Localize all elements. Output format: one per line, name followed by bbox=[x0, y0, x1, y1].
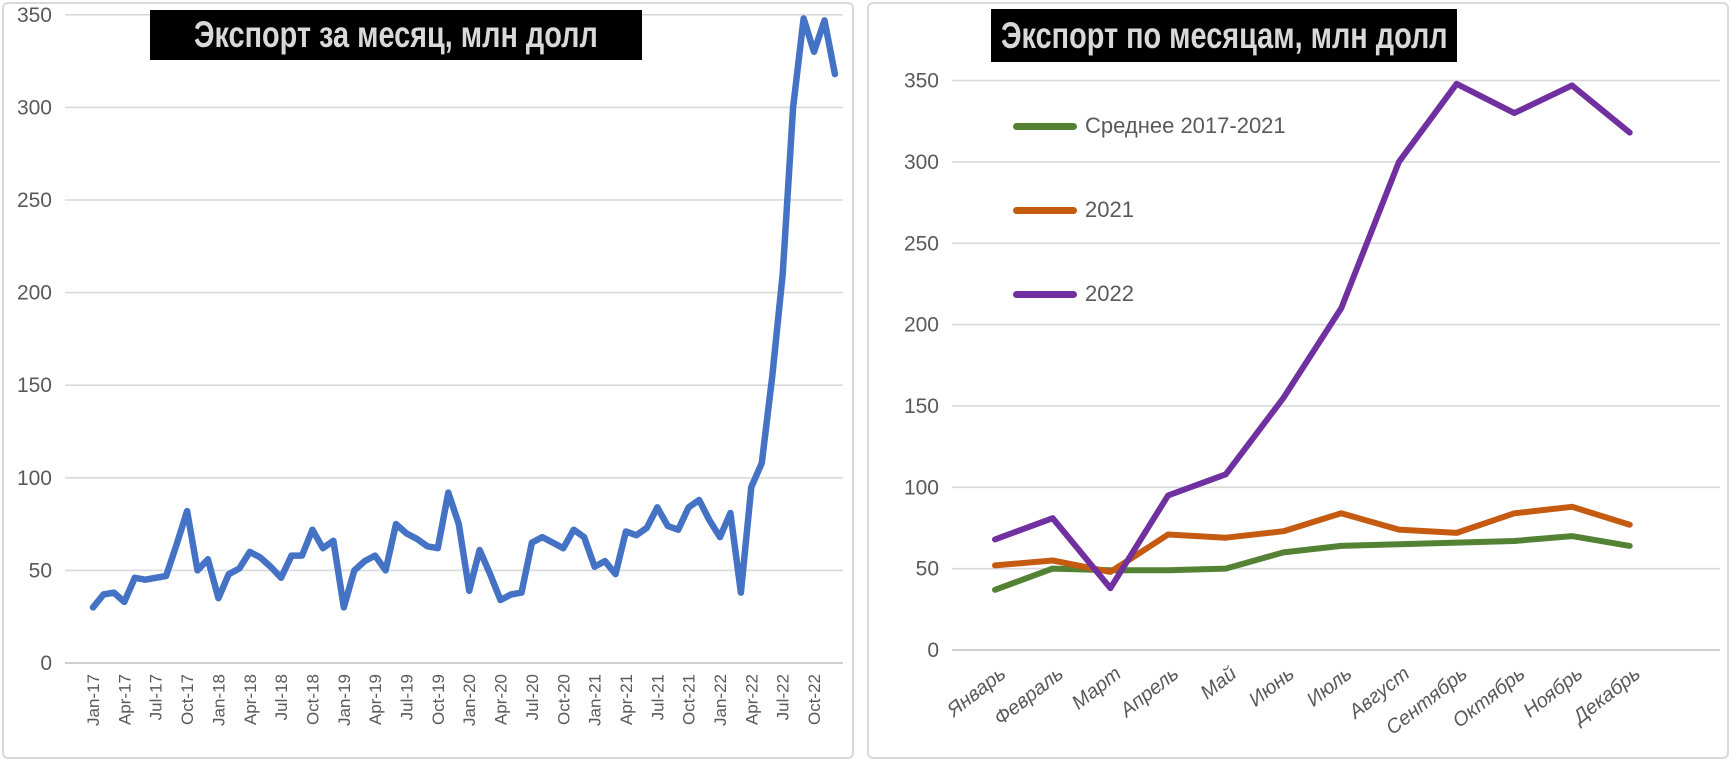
x-axis-label: Oct-22 bbox=[805, 674, 824, 725]
right-chart-title-text: Экспорт по месяцам, млн долл bbox=[1000, 14, 1448, 56]
x-axis-label: Jul-18 bbox=[272, 674, 291, 720]
y-axis-label-50: 50 bbox=[916, 558, 939, 581]
x-axis-label: Jan-17 bbox=[84, 674, 103, 726]
x-axis-label: Apr-20 bbox=[492, 674, 511, 725]
y-axis-label-100: 100 bbox=[904, 476, 939, 499]
right-chart-panel: 0 50 100 150 200 250 300 350 Январь Февраль Март Ап… bbox=[867, 2, 1729, 759]
y-axis-label-300: 300 bbox=[904, 151, 939, 174]
left-chart-panel: 0 50 100 150 200 250 300 350 Jan-17 Apr-17 Jul-17 O… bbox=[2, 2, 854, 759]
y-axis-label-200: 200 bbox=[904, 314, 939, 337]
x-axis-label: Jul-22 bbox=[774, 674, 793, 720]
x-axis-label: Jan-18 bbox=[209, 674, 228, 726]
x-axis-label: Oct-18 bbox=[303, 674, 322, 725]
legend-swatch-2021 bbox=[1013, 206, 1077, 214]
x-axis-label: Oct-21 bbox=[680, 674, 699, 725]
x-axis-label: Oct-19 bbox=[429, 674, 448, 725]
y-axis-label-350: 350 bbox=[904, 70, 939, 93]
y-axis-label-50: 50 bbox=[29, 559, 52, 582]
x-axis-label: Jan-19 bbox=[335, 674, 354, 726]
left-chart-title-text: Экспорт за месяц, млн долл bbox=[194, 14, 598, 55]
x-axis-label: Июнь bbox=[1245, 663, 1299, 712]
x-axis-label: Jul-20 bbox=[523, 674, 542, 720]
legend-item-2022: 2022 bbox=[1013, 280, 1286, 308]
series-line-blue bbox=[89, 15, 839, 611]
right-chart-legend: Среднее 2017-2021 2021 2022 bbox=[1013, 112, 1286, 364]
left-chart-title: Экспорт за месяц, млн долл bbox=[150, 10, 642, 60]
y-axis-label-150: 150 bbox=[17, 374, 52, 397]
x-axis-label: Oct-20 bbox=[554, 674, 573, 725]
legend-label-average: Среднее 2017-2021 bbox=[1085, 113, 1286, 138]
x-axis-label: Jan-22 bbox=[711, 674, 730, 726]
x-axis-label: Apr-18 bbox=[241, 674, 260, 725]
y-axis-label-250: 250 bbox=[904, 232, 939, 255]
y-axis-label-150: 150 bbox=[904, 395, 939, 418]
y-axis-label-350: 350 bbox=[17, 4, 52, 27]
right-chart-title: Экспорт по месяцам, млн долл bbox=[991, 9, 1457, 62]
series-line-purple bbox=[992, 80, 1633, 592]
legend-item-average: Среднее 2017-2021 bbox=[1013, 112, 1286, 140]
y-axis-label-300: 300 bbox=[17, 96, 52, 119]
y-axis-label-200: 200 bbox=[17, 282, 52, 305]
legend-swatch-average bbox=[1013, 122, 1077, 130]
left-chart-plot: 0 50 100 150 200 250 300 350 Jan-17 Apr-17 Jul-17 O… bbox=[17, 4, 843, 726]
series-line-orange bbox=[992, 503, 1633, 575]
legend-label-2022: 2022 bbox=[1085, 281, 1134, 306]
legend-item-2021: 2021 bbox=[1013, 196, 1286, 224]
x-axis-label: Май bbox=[1196, 663, 1240, 704]
legend-label-2021: 2021 bbox=[1085, 197, 1134, 222]
x-axis-label: Jul-17 bbox=[147, 674, 166, 720]
x-axis-label: Apr-21 bbox=[617, 674, 636, 725]
y-axis-label-0: 0 bbox=[40, 652, 52, 675]
x-axis-label: Апрель bbox=[1115, 663, 1183, 723]
x-axis-label: Jan-21 bbox=[586, 674, 605, 726]
y-axis-label-0: 0 bbox=[927, 639, 939, 662]
x-axis-label: Oct-17 bbox=[178, 674, 197, 725]
x-axis-label: Apr-22 bbox=[742, 674, 761, 725]
y-axis-label-250: 250 bbox=[17, 189, 52, 212]
x-axis-label: Apr-19 bbox=[366, 674, 385, 725]
legend-swatch-2022 bbox=[1013, 290, 1077, 298]
x-axis-label: Jul-19 bbox=[398, 674, 417, 720]
y-axis-label-100: 100 bbox=[17, 467, 52, 490]
x-axis-label: Jul-21 bbox=[648, 674, 667, 720]
x-axis-label: Jan-20 bbox=[460, 674, 479, 726]
x-axis-label: Apr-17 bbox=[115, 674, 134, 725]
